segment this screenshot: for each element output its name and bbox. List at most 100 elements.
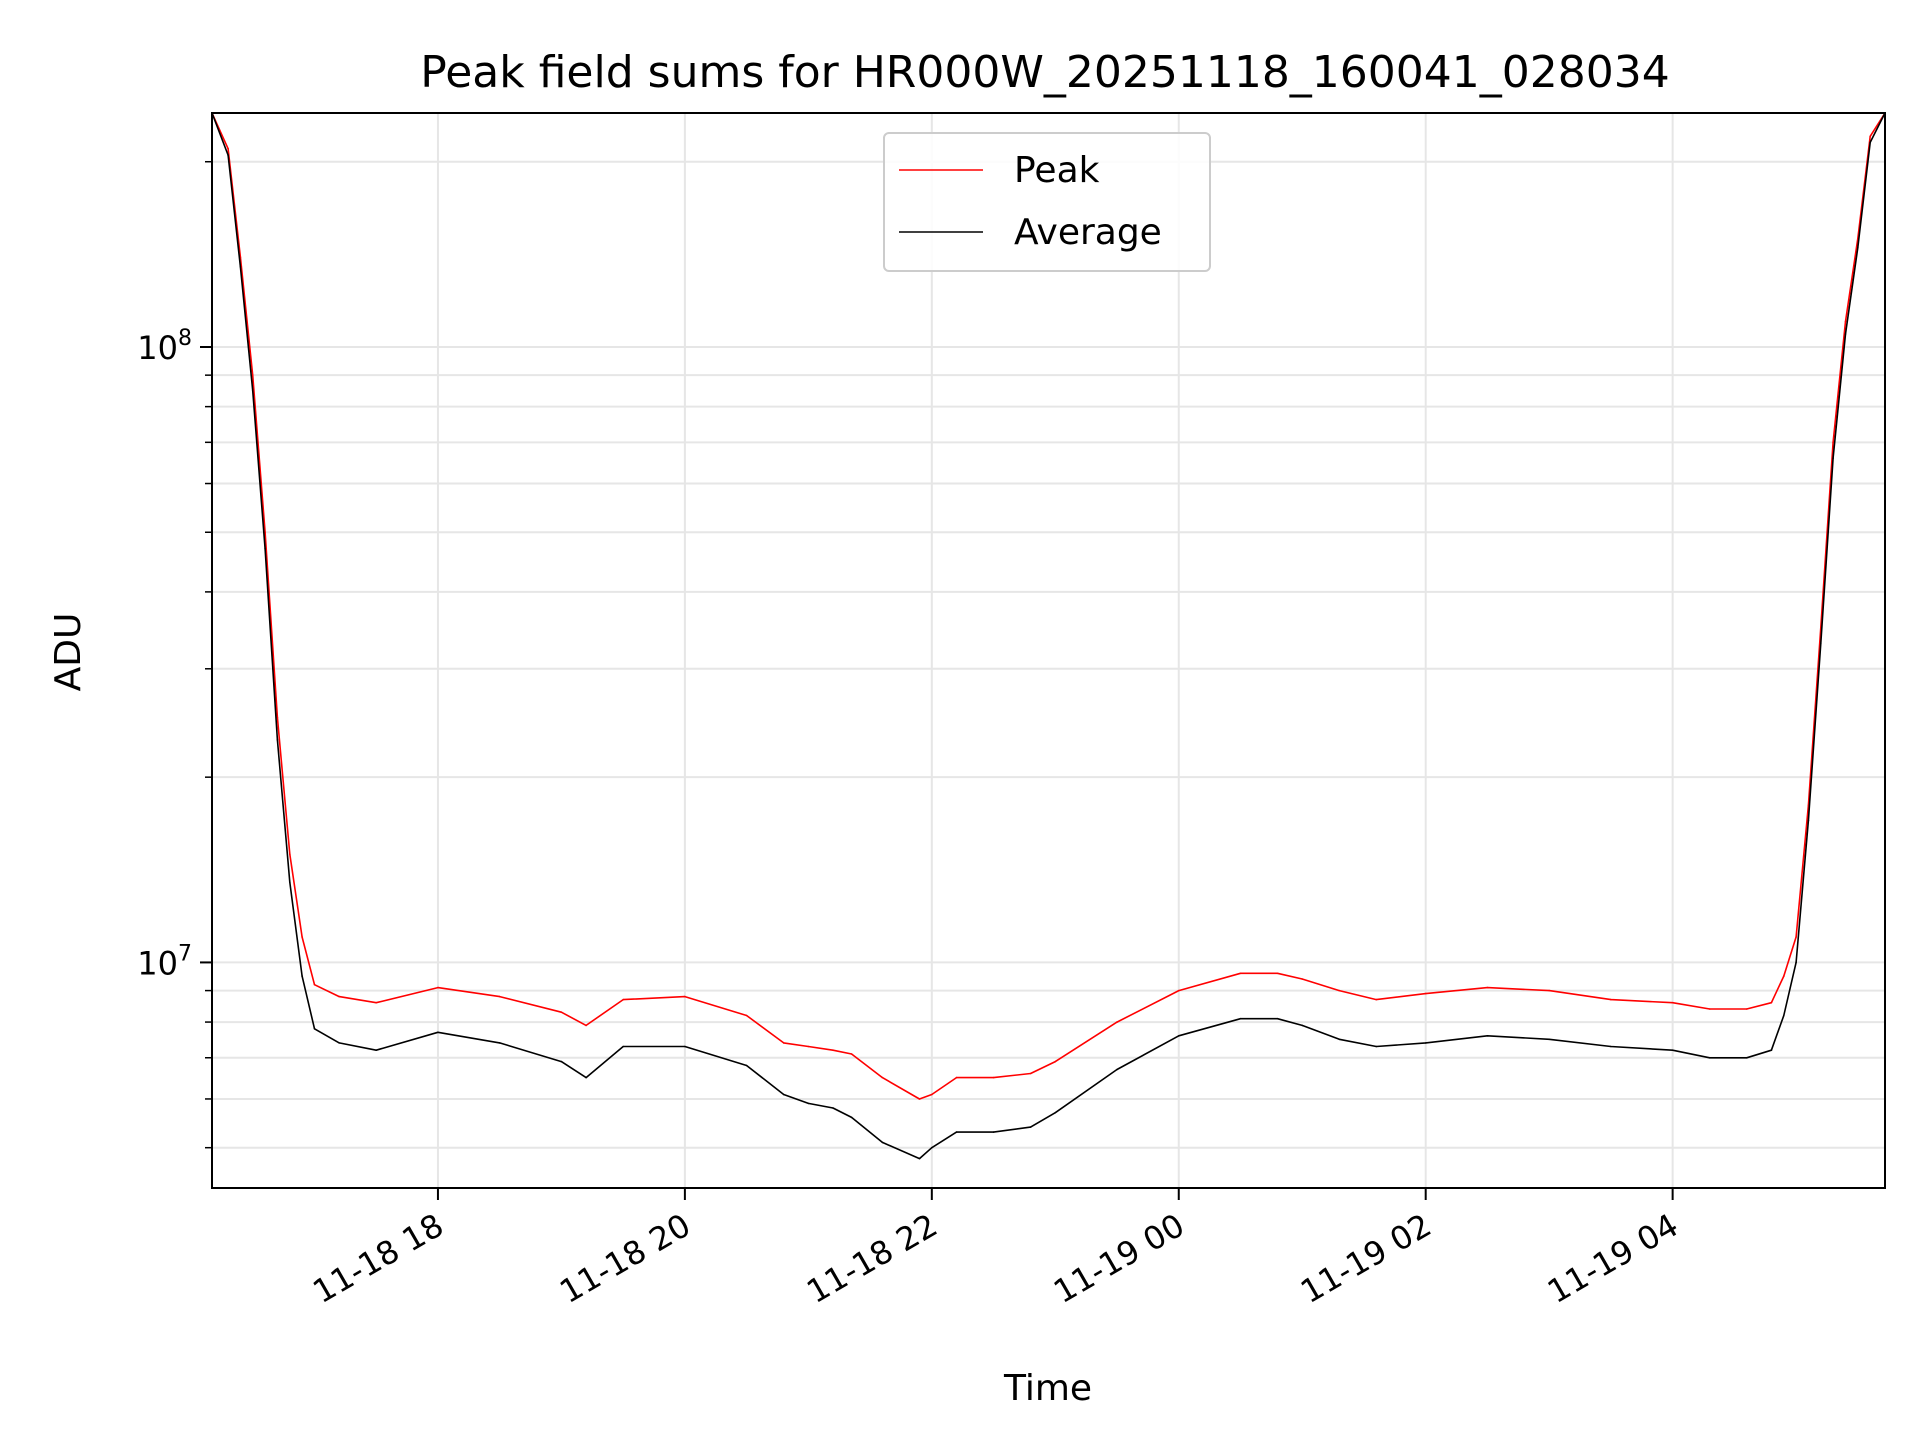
data-point-average: [1745, 1057, 1748, 1059]
data-point-peak: [375, 1001, 378, 1004]
data-point-average: [1857, 246, 1859, 249]
data-point-average: [807, 1102, 810, 1105]
data-point-average: [1610, 1045, 1612, 1048]
data-point-peak: [1239, 972, 1242, 975]
data-point-peak: [931, 1093, 933, 1096]
legend: Peak Average: [883, 132, 1211, 272]
data-point-average: [1276, 1017, 1279, 1020]
data-point-peak: [1708, 1008, 1711, 1010]
data-point-peak: [807, 1045, 810, 1048]
data-point-peak: [850, 1053, 853, 1055]
data-point-average: [992, 1131, 995, 1133]
data-point-peak: [276, 716, 279, 719]
data-point-average: [850, 1116, 853, 1119]
data-point-peak: [782, 1042, 785, 1044]
data-point-average: [276, 739, 279, 741]
data-point-peak: [1029, 1072, 1032, 1075]
data-point-average: [1708, 1057, 1711, 1059]
data-point-peak: [1486, 986, 1489, 989]
data-point-peak: [437, 986, 439, 989]
data-point-average: [1178, 1035, 1180, 1037]
data-point-peak: [301, 936, 303, 938]
data-point-average: [684, 1045, 686, 1048]
data-point-peak: [1745, 1008, 1748, 1010]
data-point-peak: [881, 1076, 884, 1079]
data-point-average: [1424, 1042, 1427, 1044]
data-point-average: [1338, 1038, 1341, 1041]
data-point-peak: [251, 374, 254, 377]
data-point-peak: [227, 147, 229, 150]
data-point-peak: [955, 1076, 958, 1079]
data-point-peak: [1671, 1001, 1674, 1004]
data-point-peak: [289, 853, 291, 855]
data-point-peak: [992, 1076, 995, 1079]
data-point-average: [375, 1049, 378, 1051]
data-point-peak: [1832, 441, 1834, 444]
y-axis-label: ADU: [48, 613, 89, 692]
data-point-peak: [1178, 989, 1180, 992]
data-point-peak: [313, 983, 316, 986]
data-point-peak: [1795, 936, 1797, 938]
chart-title: Peak field sums for HR000W_20251118_1600…: [420, 47, 1670, 98]
data-point-peak: [745, 1014, 748, 1017]
grid: [212, 113, 1885, 1188]
data-point-peak: [684, 995, 686, 998]
data-point-average: [918, 1157, 921, 1160]
data-point-average: [1116, 1068, 1118, 1071]
data-point-peak: [622, 998, 624, 1001]
data-point-average: [1671, 1049, 1674, 1051]
data-point-average: [289, 881, 291, 883]
x-axis-label: Time: [1003, 1368, 1092, 1409]
data-point-average: [585, 1076, 587, 1079]
data-point-peak: [264, 531, 266, 534]
y-tick-label: 108: [137, 326, 192, 367]
data-point-average: [955, 1131, 958, 1133]
data-point-peak: [498, 995, 501, 998]
data-point-average: [1869, 141, 1871, 144]
y-tick-label: 107: [137, 941, 192, 982]
data-point-average: [745, 1064, 748, 1067]
data-point-average: [1844, 333, 1847, 335]
data-point-peak: [338, 995, 341, 998]
data-point-average: [1770, 1049, 1773, 1051]
data-point-peak: [1301, 978, 1303, 980]
data-point-average: [931, 1146, 933, 1149]
data-point-average: [313, 1028, 316, 1030]
legend-box: [883, 132, 1211, 272]
data-point-peak: [1783, 975, 1785, 977]
data-point-peak: [1770, 1001, 1773, 1004]
data-point-peak: [1424, 992, 1427, 995]
data-point-peak: [1375, 998, 1378, 1001]
data-point-average: [1375, 1045, 1378, 1048]
data-point-average: [1783, 1014, 1785, 1017]
data-point-average: [1820, 642, 1822, 645]
data-point-peak: [1844, 320, 1847, 323]
data-point-peak: [1276, 972, 1279, 975]
data-point-average: [1548, 1038, 1550, 1041]
data-point-peak: [1338, 989, 1341, 992]
data-point-average: [1486, 1035, 1489, 1037]
data-point-peak: [1116, 1021, 1118, 1023]
data-point-average: [782, 1093, 785, 1096]
data-point-peak: [1869, 135, 1871, 138]
data-point-average: [832, 1107, 834, 1109]
data-point-average: [1807, 819, 1810, 822]
data-point-average: [881, 1141, 884, 1144]
data-point-peak: [1548, 989, 1550, 992]
data-point-peak: [1610, 998, 1612, 1001]
series-lines: [211, 112, 1886, 1160]
data-point-average: [622, 1045, 624, 1048]
data-point-average: [498, 1042, 501, 1044]
data-point-average: [251, 389, 254, 392]
data-point-average: [239, 266, 242, 268]
data-point-peak: [560, 1011, 563, 1013]
data-point-average: [1795, 961, 1797, 964]
data-point-average: [1054, 1111, 1057, 1114]
data-point-average: [264, 548, 266, 550]
data-point-peak: [832, 1049, 834, 1051]
plot-frame: [211, 112, 1886, 1189]
data-point-peak: [918, 1098, 921, 1100]
data-point-peak: [585, 1024, 587, 1027]
data-point-peak: [1054, 1060, 1057, 1063]
